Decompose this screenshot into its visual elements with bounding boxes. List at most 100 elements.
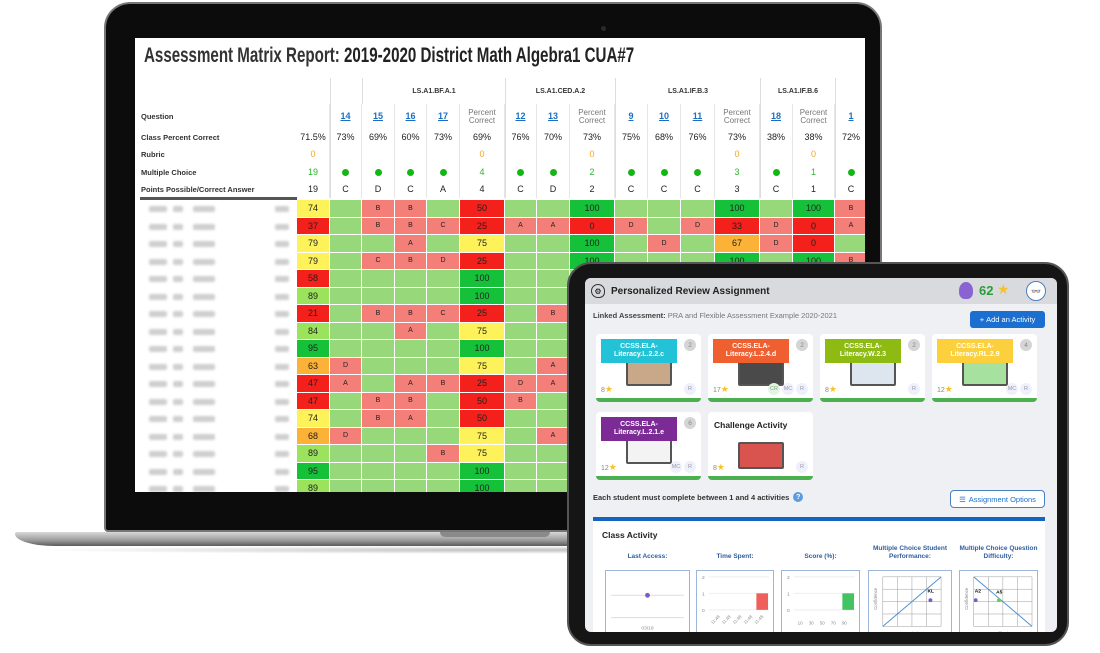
activity-card[interactable]: CCSS.ELA-Literacy.L.2.2.c 2 8★ R: [596, 334, 701, 402]
help-icon[interactable]: ?: [793, 492, 804, 502]
student-name[interactable]: [135, 480, 297, 492]
result-cell: 25: [460, 305, 505, 323]
result-cell: [427, 392, 460, 410]
question-link[interactable]: 18: [770, 111, 781, 122]
y-tick-label: 0: [702, 608, 705, 614]
question-link[interactable]: 16: [405, 111, 416, 122]
add-activity-button[interactable]: + Add an Activity: [970, 311, 1045, 328]
linked-assessment: Linked Assessment: PRA and Flexible Asse…: [593, 311, 837, 320]
result-cell: [427, 462, 460, 480]
result-cell: D: [330, 357, 362, 375]
redacted-name: [173, 276, 183, 282]
header-cell: C: [505, 181, 537, 198]
assignment-options-button[interactable]: ☰ Assignment Options: [950, 490, 1045, 508]
redacted-name: [173, 486, 183, 492]
result-cell: [505, 305, 537, 323]
result-cell: B: [537, 305, 570, 323]
result-cell: B: [395, 217, 427, 235]
header-cell: 38%: [760, 130, 793, 146]
header-cell: [395, 164, 427, 181]
class-percent-value: 73%: [336, 132, 355, 143]
table-row: 79 A 75 100 D 67 D 0: [135, 235, 865, 253]
question-link[interactable]: 11: [692, 111, 703, 122]
report-title-name: 2019-2020 District Math Algebra1 CUA#7: [339, 44, 635, 67]
question-link[interactable]: 17: [437, 111, 448, 122]
student-name[interactable]: [135, 340, 297, 358]
question-link[interactable]: 15: [372, 111, 383, 122]
redacted-name: [193, 398, 215, 405]
result-cell: [615, 235, 648, 253]
y-tick-label: 0: [787, 608, 790, 614]
student-name[interactable]: [135, 218, 297, 235]
student-name[interactable]: [135, 375, 297, 393]
result-cell: [760, 200, 793, 218]
student-name[interactable]: [135, 323, 297, 340]
question-link[interactable]: 9: [628, 111, 634, 122]
class-percent-value: 70%: [543, 132, 562, 143]
x-axis-label: Knowledge: [901, 631, 923, 632]
point-label: A2: [975, 588, 981, 594]
class-activity-title: Class Activity: [602, 530, 658, 540]
student-name[interactable]: [135, 463, 297, 480]
result-cell: [505, 357, 537, 375]
header-cell: 73%: [330, 130, 362, 146]
redacted-name: [275, 328, 289, 335]
student-name[interactable]: [135, 235, 297, 253]
activity-card[interactable]: CCSS.ELA-Literacy.RL.2.9 4 12★ MC R: [932, 334, 1037, 402]
result-cell: A: [395, 322, 427, 340]
result-cell: [395, 480, 427, 492]
student-score: 84: [297, 322, 330, 340]
question-link[interactable]: 14: [340, 111, 351, 122]
header-cell: 13: [537, 104, 570, 130]
divider: [593, 517, 1045, 521]
student-name[interactable]: [135, 305, 297, 323]
student-name[interactable]: [135, 428, 297, 445]
points-value: C: [517, 183, 524, 194]
result-cell: [395, 462, 427, 480]
result-cell: [362, 375, 395, 393]
student-name[interactable]: [135, 410, 297, 428]
standard-label: CCSS.ELA-Literacy.L.2.2.c: [601, 339, 677, 363]
student-name[interactable]: [135, 393, 297, 410]
header-cell: 18: [760, 104, 793, 130]
activity-thumbnail: [962, 359, 1008, 386]
result-cell: D: [681, 217, 715, 235]
question-link[interactable]: 13: [547, 111, 558, 122]
mc-dot-icon: [660, 169, 668, 176]
glasses-button[interactable]: 👓: [1026, 281, 1046, 301]
question-link[interactable]: 12: [515, 111, 526, 122]
redacted-name: [173, 241, 183, 247]
header-cell: 12: [505, 104, 537, 130]
result-cell: D: [615, 217, 648, 235]
student-name[interactable]: [135, 445, 297, 463]
tag-r: R: [796, 383, 808, 395]
result-cell: [330, 217, 362, 235]
chart: Confidence Difficulty A2 A5: [959, 570, 1038, 632]
student-name[interactable]: [135, 358, 297, 375]
activity-card[interactable]: CCSS.ELA-Literacy.L.2.1.e 6 12★ MC R: [596, 412, 701, 480]
result-cell: 50: [460, 392, 505, 410]
redacted-name: [275, 293, 289, 300]
student-name[interactable]: [135, 200, 297, 218]
result-cell: 100: [460, 270, 505, 288]
challenge-activity-card[interactable]: Challenge Activity 8★ R: [708, 412, 813, 480]
group-separator: [835, 78, 836, 198]
student-name[interactable]: [135, 253, 297, 270]
header-cell: 73%: [715, 130, 760, 146]
activity-card[interactable]: CCSS.ELA-Literacy.L.2.4.d 2 17★ CR MC R: [708, 334, 813, 402]
redacted-name: [149, 346, 167, 352]
result-cell: [330, 480, 362, 492]
question-link[interactable]: 1: [848, 111, 854, 122]
header-cell: [835, 164, 865, 181]
student-name[interactable]: [135, 288, 297, 305]
student-name[interactable]: [135, 270, 297, 288]
brain-icon: ⚙: [591, 284, 605, 298]
mc-dot-icon: [517, 169, 524, 176]
activity-card[interactable]: CCSS.ELA-Literacy.W.2.3 2 8★ R: [820, 334, 925, 402]
header-cell: [330, 164, 362, 181]
student-score: 74: [297, 410, 330, 428]
percent-correct-label: Percent Correct: [723, 107, 751, 125]
mc-dot-icon: [342, 169, 349, 176]
question-link[interactable]: 10: [658, 111, 669, 122]
result-cell: B: [395, 305, 427, 323]
